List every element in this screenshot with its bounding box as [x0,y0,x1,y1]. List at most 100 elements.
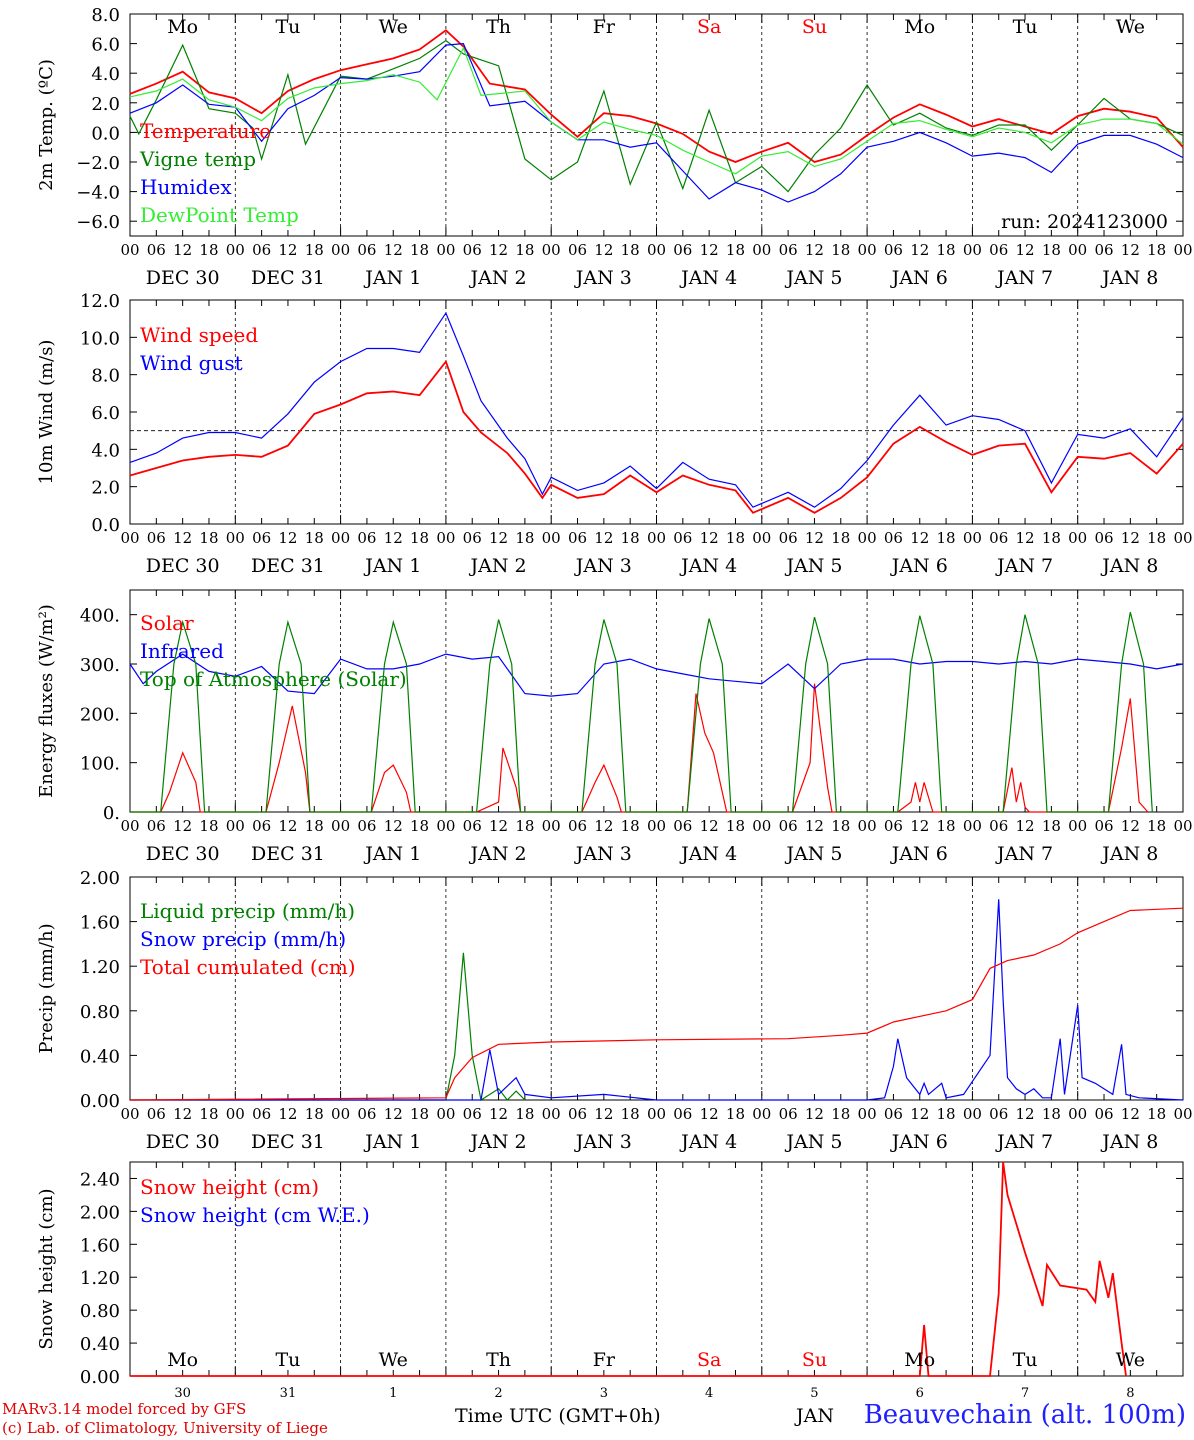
x-hour-label: 00 [331,817,350,835]
y-tick-label: 2.00 [80,1202,120,1223]
x-hour-label: 06 [673,1105,692,1123]
day-name: Mo [167,1349,198,1371]
day-name: Sa [697,16,721,38]
bottom-jan-label: JAN [794,1405,834,1427]
x-hour-label: 18 [199,241,218,259]
x-hour-label: 06 [463,241,482,259]
x-hour-label: 00 [120,817,139,835]
x-hour-label: 18 [937,817,956,835]
day-name: Tu [1013,1349,1038,1371]
y-tick-label: 1.60 [80,1235,120,1256]
x-hour-label: 00 [1173,529,1192,547]
x-hour-label: 00 [963,241,982,259]
x-hour-label: 12 [173,1105,192,1123]
x-hour-label: 18 [937,1105,956,1123]
x-hour-label: 06 [673,817,692,835]
x-hour-label: 00 [226,817,245,835]
legend-entry: Humidex [140,175,232,199]
day-name: Mo [167,16,198,38]
day-number: 8 [1126,1386,1134,1401]
x-hour-label: 00 [752,1105,771,1123]
x-hour-label: 06 [147,241,166,259]
x-date-label: JAN 6 [890,267,948,289]
x-hour-label: 06 [1094,241,1113,259]
x-hour-label: 06 [989,241,1008,259]
day-name: Fr [593,1349,616,1371]
legend-entry: Wind speed [140,323,258,347]
x-hour-label: 00 [858,241,877,259]
x-date-label: JAN 6 [890,555,948,577]
x-hour-label: 00 [647,529,666,547]
x-hour-label: 06 [1094,529,1113,547]
x-hour-label: 12 [384,241,403,259]
day-number: 2 [494,1386,502,1401]
y-tick-label: 0.00 [80,1367,120,1388]
x-hour-label: 00 [963,817,982,835]
x-date-label: JAN 5 [784,555,842,577]
x-hour-label: 00 [542,241,561,259]
series-line-liquid-precip-mm-h- [130,952,526,1101]
x-date-label: JAN 2 [469,267,527,289]
x-hour-label: 18 [305,529,324,547]
series-line-snow-height-cm- [130,1161,1127,1377]
x-hour-label: 12 [910,817,929,835]
day-name: Sa [697,1349,721,1371]
x-hour-label: 06 [463,529,482,547]
x-hour-label: 18 [726,817,745,835]
x-hour-label: 12 [489,529,508,547]
x-date-label: JAN 2 [469,1131,527,1153]
series-line-solar [130,683,1149,813]
x-date-label: JAN 6 [890,1131,948,1153]
y-tick-label: 8.0 [91,5,120,26]
x-hour-label: 06 [989,529,1008,547]
day-name: Tu [275,1349,300,1371]
x-date-label: JAN 3 [574,555,632,577]
x-hour-label: 12 [700,241,719,259]
x-hour-label: 18 [410,529,429,547]
x-hour-label: 00 [647,1105,666,1123]
y-tick-label: 0.80 [80,1301,120,1322]
x-hour-label: 18 [1042,529,1061,547]
x-date-label: JAN 4 [679,267,737,289]
y-tick-label: 2.0 [91,94,120,115]
x-hour-label: 06 [779,241,798,259]
x-hour-label: 06 [463,1105,482,1123]
x-hour-label: 12 [910,1105,929,1123]
x-hour-label: 06 [884,1105,903,1123]
x-hour-label: 06 [357,241,376,259]
x-hour-label: 06 [884,529,903,547]
x-hour-label: 06 [147,529,166,547]
x-hour-label: 06 [568,241,587,259]
x-hour-label: 18 [1147,817,1166,835]
x-hour-label: 12 [173,817,192,835]
series-line-vigne-temp [129,39,1184,193]
x-hour-label: 12 [594,1105,613,1123]
x-hour-label: 18 [1042,1105,1061,1123]
y-tick-label: 0.0 [91,515,120,536]
y-tick-label: −6.0 [76,212,120,233]
x-hour-label: 12 [1016,817,1035,835]
panel-frame [129,299,1184,525]
x-hour-label: 18 [1042,241,1061,259]
x-hour-label: 00 [436,241,455,259]
legend-entry: Solar [140,611,194,635]
x-hour-label: 18 [515,529,534,547]
day-number: 1 [389,1386,397,1401]
x-hour-label: 12 [700,1105,719,1123]
x-hour-label: 12 [173,241,192,259]
x-date-label: DEC 31 [251,843,325,865]
x-hour-label: 00 [1173,241,1192,259]
x-hour-label: 06 [147,817,166,835]
x-hour-label: 06 [357,817,376,835]
x-hour-label: 06 [357,529,376,547]
x-date-label: JAN 8 [1100,1131,1158,1153]
legend-entry: Snow height (cm) [140,1175,319,1199]
x-date-label: JAN 3 [574,1131,632,1153]
x-hour-label: 18 [1042,817,1061,835]
x-hour-label: 06 [779,529,798,547]
x-hour-label: 12 [805,817,824,835]
x-date-label: JAN 2 [469,843,527,865]
x-hour-label: 00 [647,241,666,259]
credit-line-2: (c) Lab. of Climatology, University of L… [2,1419,328,1437]
x-date-label: DEC 31 [251,555,325,577]
